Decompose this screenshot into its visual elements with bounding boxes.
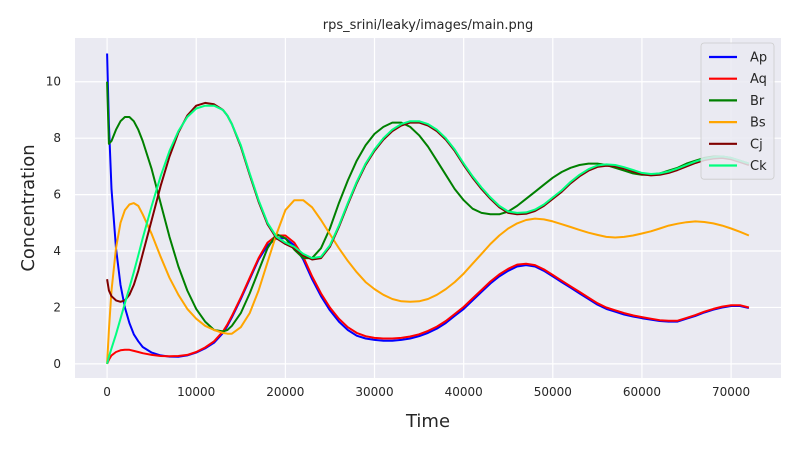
- legend-label-bs: Bs: [750, 116, 766, 131]
- x-tick-label: 50000: [534, 385, 572, 399]
- y-tick-label: 4: [53, 244, 61, 258]
- legend-box: [700, 42, 775, 180]
- legend-label-ck: Ck: [750, 159, 767, 174]
- x-tick-label: 10000: [177, 385, 215, 399]
- x-tick-label: 40000: [445, 385, 483, 399]
- y-tick-label: 0: [53, 357, 61, 371]
- tick-labels: 0 10000 20000 30000 40000 50000 60000 70000 0 2 4 6…: [46, 75, 750, 399]
- series-line-br: [106, 81, 750, 333]
- y-tick-label: 8: [53, 131, 61, 145]
- plot-area: [75, 38, 781, 378]
- chart-title: rps_srini/leaky/images/main.png: [323, 18, 534, 33]
- series-line-aq: [106, 234, 750, 365]
- y-axis-title: Concentration: [18, 144, 39, 271]
- legend: Ap Aq Br Bs Cj Ck: [700, 42, 775, 180]
- series-lines: [106, 53, 750, 365]
- x-axis-title: Time: [405, 411, 450, 432]
- x-tick-label: 60000: [623, 385, 661, 399]
- series-line-ck: [106, 104, 750, 365]
- y-tick-label: 10: [46, 75, 61, 89]
- x-tick-label: 70000: [712, 385, 750, 399]
- legend-label-cj: Cj: [750, 137, 763, 152]
- y-tick-label: 2: [53, 300, 61, 314]
- series-line-bs: [106, 199, 750, 364]
- x-tick-label: 0: [103, 385, 111, 399]
- x-tick-label: 20000: [266, 385, 304, 399]
- x-tick-label: 30000: [355, 385, 393, 399]
- legend-label-aq: Aq: [750, 72, 767, 87]
- legend-label-ap: Ap: [750, 51, 767, 66]
- legend-label-br: Br: [750, 94, 765, 109]
- y-tick-label: 6: [53, 188, 61, 202]
